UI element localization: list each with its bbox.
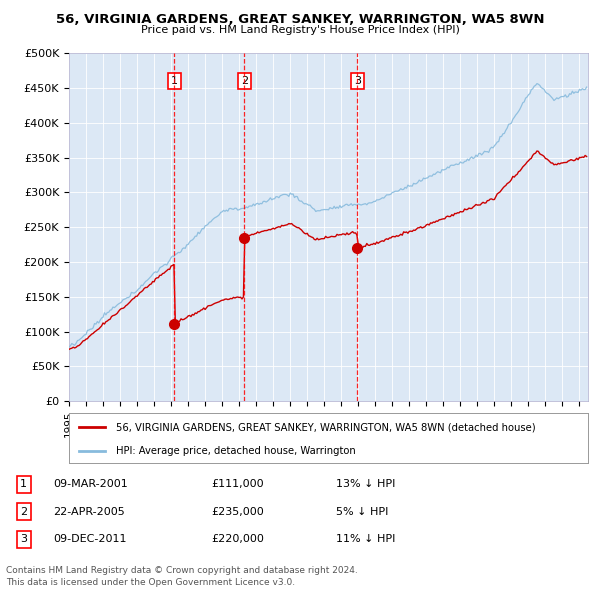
Text: 09-DEC-2011: 09-DEC-2011 (53, 535, 127, 544)
Text: 2: 2 (241, 76, 248, 86)
Text: 09-MAR-2001: 09-MAR-2001 (53, 480, 128, 489)
Text: 3: 3 (20, 535, 27, 544)
Text: 2: 2 (20, 507, 28, 517)
Text: HPI: Average price, detached house, Warrington: HPI: Average price, detached house, Warr… (116, 445, 355, 455)
Text: £235,000: £235,000 (211, 507, 263, 517)
Text: £111,000: £111,000 (211, 480, 263, 489)
Text: Price paid vs. HM Land Registry's House Price Index (HPI): Price paid vs. HM Land Registry's House … (140, 25, 460, 35)
Text: 1: 1 (171, 76, 178, 86)
Text: 1: 1 (20, 480, 27, 489)
Text: 13% ↓ HPI: 13% ↓ HPI (335, 480, 395, 489)
Text: 56, VIRGINIA GARDENS, GREAT SANKEY, WARRINGTON, WA5 8WN: 56, VIRGINIA GARDENS, GREAT SANKEY, WARR… (56, 13, 544, 26)
Text: 11% ↓ HPI: 11% ↓ HPI (335, 535, 395, 544)
Text: 56, VIRGINIA GARDENS, GREAT SANKEY, WARRINGTON, WA5 8WN (detached house): 56, VIRGINIA GARDENS, GREAT SANKEY, WARR… (116, 422, 535, 432)
Text: 22-APR-2005: 22-APR-2005 (53, 507, 125, 517)
Text: 3: 3 (354, 76, 361, 86)
Text: 5% ↓ HPI: 5% ↓ HPI (335, 507, 388, 517)
Text: £220,000: £220,000 (211, 535, 264, 544)
Text: This data is licensed under the Open Government Licence v3.0.: This data is licensed under the Open Gov… (6, 578, 295, 587)
Text: Contains HM Land Registry data © Crown copyright and database right 2024.: Contains HM Land Registry data © Crown c… (6, 566, 358, 575)
